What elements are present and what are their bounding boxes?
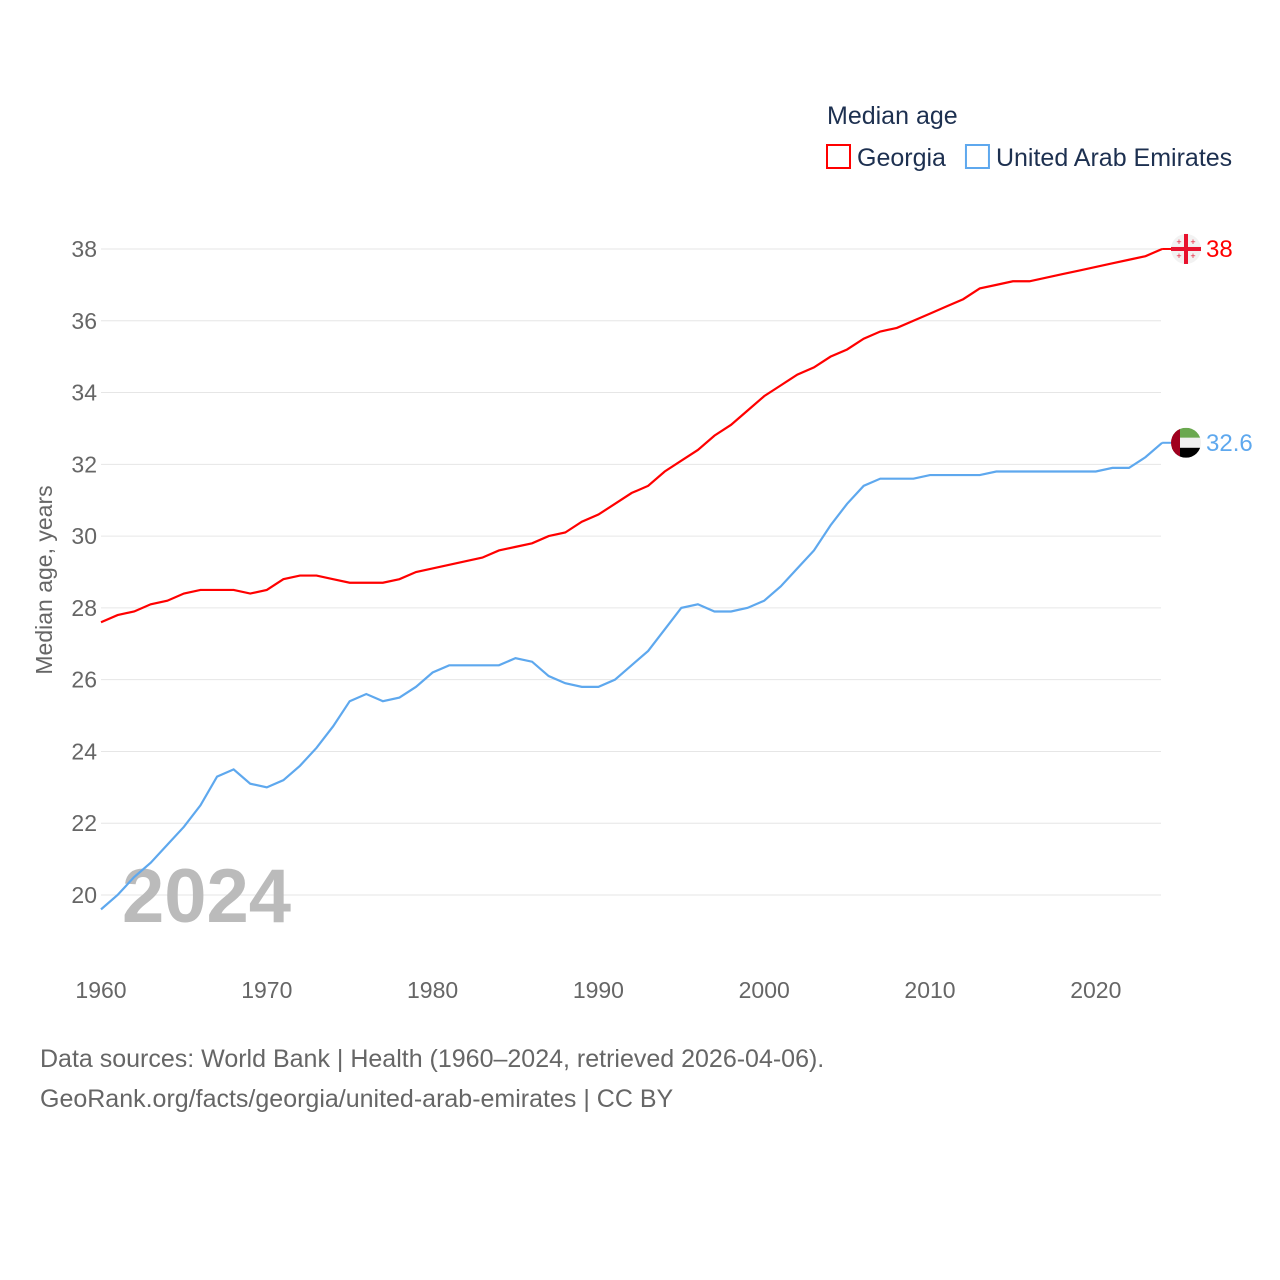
flag-small-cross: + [1176, 237, 1181, 247]
legend-label-0[interactable]: Georgia [857, 144, 946, 172]
end-value-label: 38 [1206, 236, 1233, 263]
y-tick-label: 30 [71, 523, 97, 549]
end-value-label: 32.6 [1206, 430, 1253, 457]
x-tick-label: 1990 [573, 977, 624, 1003]
flag-cross [1184, 233, 1188, 264]
x-tick-label: 2020 [1070, 977, 1121, 1003]
legend-title: Median age [827, 102, 958, 130]
series-line-0 [100, 247, 1163, 624]
y-tick-label: 32 [71, 451, 97, 477]
y-tick-label: 20 [71, 882, 97, 908]
legend-swatch-0[interactable] [826, 144, 851, 169]
y-axis-label: Median age, years [31, 485, 57, 674]
x-tick-label: 2000 [739, 977, 790, 1003]
x-tick-label: 1970 [241, 977, 292, 1003]
y-tick-label: 36 [71, 308, 97, 334]
y-tick-label: 26 [71, 667, 97, 693]
flag-small-cross: + [1190, 251, 1195, 261]
uae-flag-stripe [1171, 447, 1201, 458]
line-chart: 20 22 24 26 28 30 32 34 36 38 1960 1970 1980 1990 2000… [31, 102, 1253, 1003]
legend-label-1[interactable]: United Arab Emirates [996, 144, 1232, 172]
y-tick-label: 38 [71, 236, 97, 262]
x-tick-label: 2010 [904, 977, 955, 1003]
x-tick-label: 1960 [75, 977, 126, 1003]
uae-flag-stripe [1171, 427, 1201, 438]
y-tick-label: 22 [71, 810, 97, 836]
uae-flag-stripe [1171, 437, 1201, 448]
y-tick-label: 24 [71, 738, 97, 764]
year-watermark: 2024 [122, 854, 291, 939]
source-link[interactable]: GeoRank.org/facts/georgia/united-arab-em… [40, 1085, 674, 1113]
flag-small-cross: + [1190, 237, 1195, 247]
legend-swatch-1[interactable] [964, 144, 990, 169]
series-line-1 [100, 441, 1163, 911]
y-tick-label: 28 [71, 595, 97, 621]
y-tick-label: 34 [71, 380, 97, 406]
x-tick-label: 1980 [407, 977, 458, 1003]
flag-small-cross: + [1176, 251, 1181, 261]
uae-flag-icon [1171, 427, 1180, 458]
data-source: Data sources: World Bank | Health (1960–… [40, 1045, 825, 1073]
